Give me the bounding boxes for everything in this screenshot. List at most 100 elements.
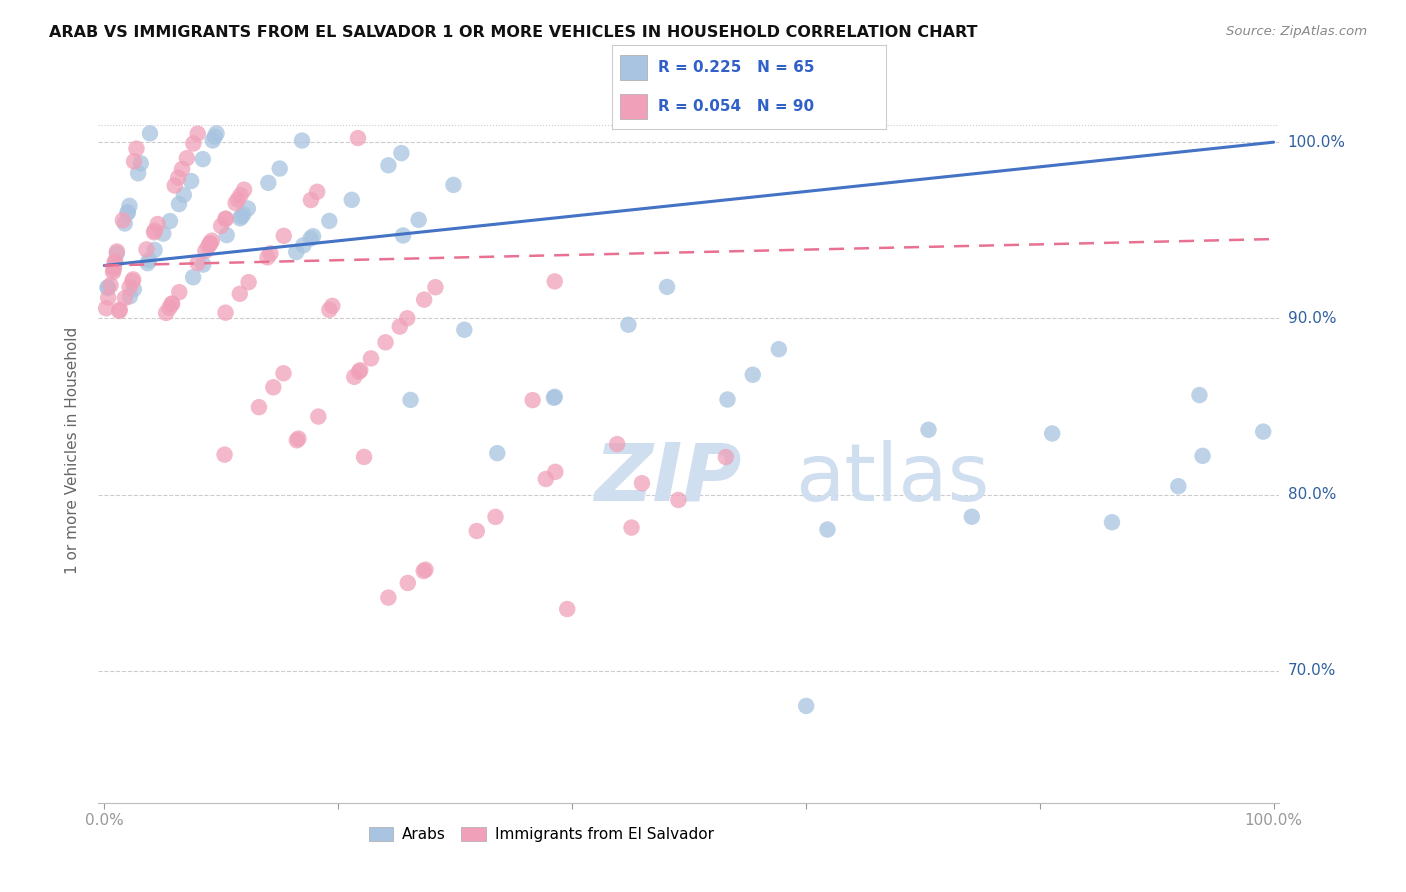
Point bbox=[225, 196, 247, 211]
Point bbox=[160, 297, 183, 311]
Point bbox=[1101, 515, 1123, 529]
Point bbox=[716, 392, 738, 407]
Point bbox=[273, 366, 295, 380]
Point bbox=[229, 188, 252, 202]
Point bbox=[1167, 479, 1189, 493]
Point bbox=[193, 258, 215, 272]
Point bbox=[138, 253, 160, 268]
Point bbox=[118, 199, 141, 213]
Point bbox=[413, 293, 436, 307]
Point bbox=[170, 162, 193, 177]
Point bbox=[262, 380, 284, 394]
Point bbox=[412, 564, 434, 578]
Point bbox=[415, 563, 437, 577]
Point bbox=[201, 234, 224, 248]
Point bbox=[534, 472, 557, 486]
Point bbox=[453, 323, 475, 337]
Point bbox=[143, 243, 166, 257]
Point bbox=[114, 217, 136, 231]
Text: Source: ZipAtlas.com: Source: ZipAtlas.com bbox=[1226, 25, 1367, 38]
Point bbox=[396, 311, 419, 326]
Point bbox=[399, 392, 422, 407]
Point bbox=[302, 229, 325, 244]
Point bbox=[318, 214, 340, 228]
Point bbox=[152, 227, 174, 241]
Point bbox=[108, 302, 131, 317]
Point bbox=[408, 212, 430, 227]
Point bbox=[180, 174, 202, 188]
Point bbox=[273, 228, 295, 243]
Point bbox=[114, 291, 136, 305]
Point bbox=[631, 476, 654, 491]
Point bbox=[307, 409, 329, 424]
Point bbox=[544, 390, 567, 404]
Point bbox=[617, 318, 640, 332]
Point bbox=[181, 136, 204, 151]
Point bbox=[259, 246, 281, 260]
Point bbox=[292, 238, 315, 252]
Y-axis label: 1 or more Vehicles in Household: 1 or more Vehicles in Household bbox=[65, 326, 80, 574]
Point bbox=[209, 219, 232, 233]
Point bbox=[318, 302, 340, 317]
Point bbox=[425, 280, 447, 294]
Point bbox=[187, 127, 209, 141]
Point bbox=[231, 210, 253, 224]
Point bbox=[285, 434, 308, 448]
Point bbox=[103, 260, 125, 275]
Point bbox=[143, 224, 166, 238]
Point bbox=[167, 170, 190, 185]
Point bbox=[668, 492, 690, 507]
Text: 80.0%: 80.0% bbox=[1288, 487, 1336, 502]
Point bbox=[299, 231, 322, 245]
Point bbox=[1040, 426, 1063, 441]
Legend: Arabs, Immigrants from El Salvador: Arabs, Immigrants from El Salvador bbox=[363, 821, 720, 848]
Point bbox=[522, 393, 544, 408]
Point bbox=[233, 183, 256, 197]
Text: 70.0%: 70.0% bbox=[1288, 663, 1336, 678]
Point bbox=[389, 146, 412, 161]
Point bbox=[247, 400, 270, 414]
Point bbox=[117, 205, 139, 219]
Point bbox=[204, 129, 226, 144]
Point bbox=[127, 166, 149, 180]
Point bbox=[118, 280, 141, 294]
Point bbox=[287, 432, 309, 446]
Point bbox=[392, 228, 415, 243]
Point bbox=[176, 151, 198, 165]
Point bbox=[257, 176, 280, 190]
Point bbox=[163, 178, 186, 193]
Point bbox=[817, 523, 839, 537]
Point bbox=[226, 193, 249, 207]
Point bbox=[714, 450, 737, 464]
Point bbox=[741, 368, 763, 382]
Point bbox=[117, 205, 139, 219]
Bar bbox=[620, 54, 647, 80]
Point bbox=[104, 254, 127, 268]
Text: ZIP: ZIP bbox=[595, 440, 742, 517]
Point bbox=[105, 244, 128, 259]
Point bbox=[135, 243, 157, 257]
Point bbox=[960, 509, 983, 524]
Point bbox=[232, 207, 254, 221]
Point bbox=[143, 225, 166, 239]
Point bbox=[544, 274, 567, 288]
Point bbox=[118, 289, 141, 303]
Point bbox=[129, 156, 152, 170]
Point bbox=[173, 188, 195, 202]
Point bbox=[349, 363, 371, 377]
Point bbox=[1188, 388, 1211, 402]
Point bbox=[97, 280, 120, 294]
Text: atlas: atlas bbox=[796, 440, 990, 517]
Point bbox=[1251, 425, 1274, 439]
Point bbox=[307, 185, 329, 199]
Point bbox=[200, 236, 222, 251]
Point bbox=[229, 211, 252, 226]
Point bbox=[122, 282, 145, 296]
Text: R = 0.225   N = 65: R = 0.225 N = 65 bbox=[658, 60, 814, 75]
Point bbox=[388, 319, 411, 334]
Point bbox=[181, 270, 204, 285]
Point bbox=[655, 280, 678, 294]
Point bbox=[136, 256, 159, 270]
Point bbox=[1191, 449, 1213, 463]
Point bbox=[544, 465, 567, 479]
